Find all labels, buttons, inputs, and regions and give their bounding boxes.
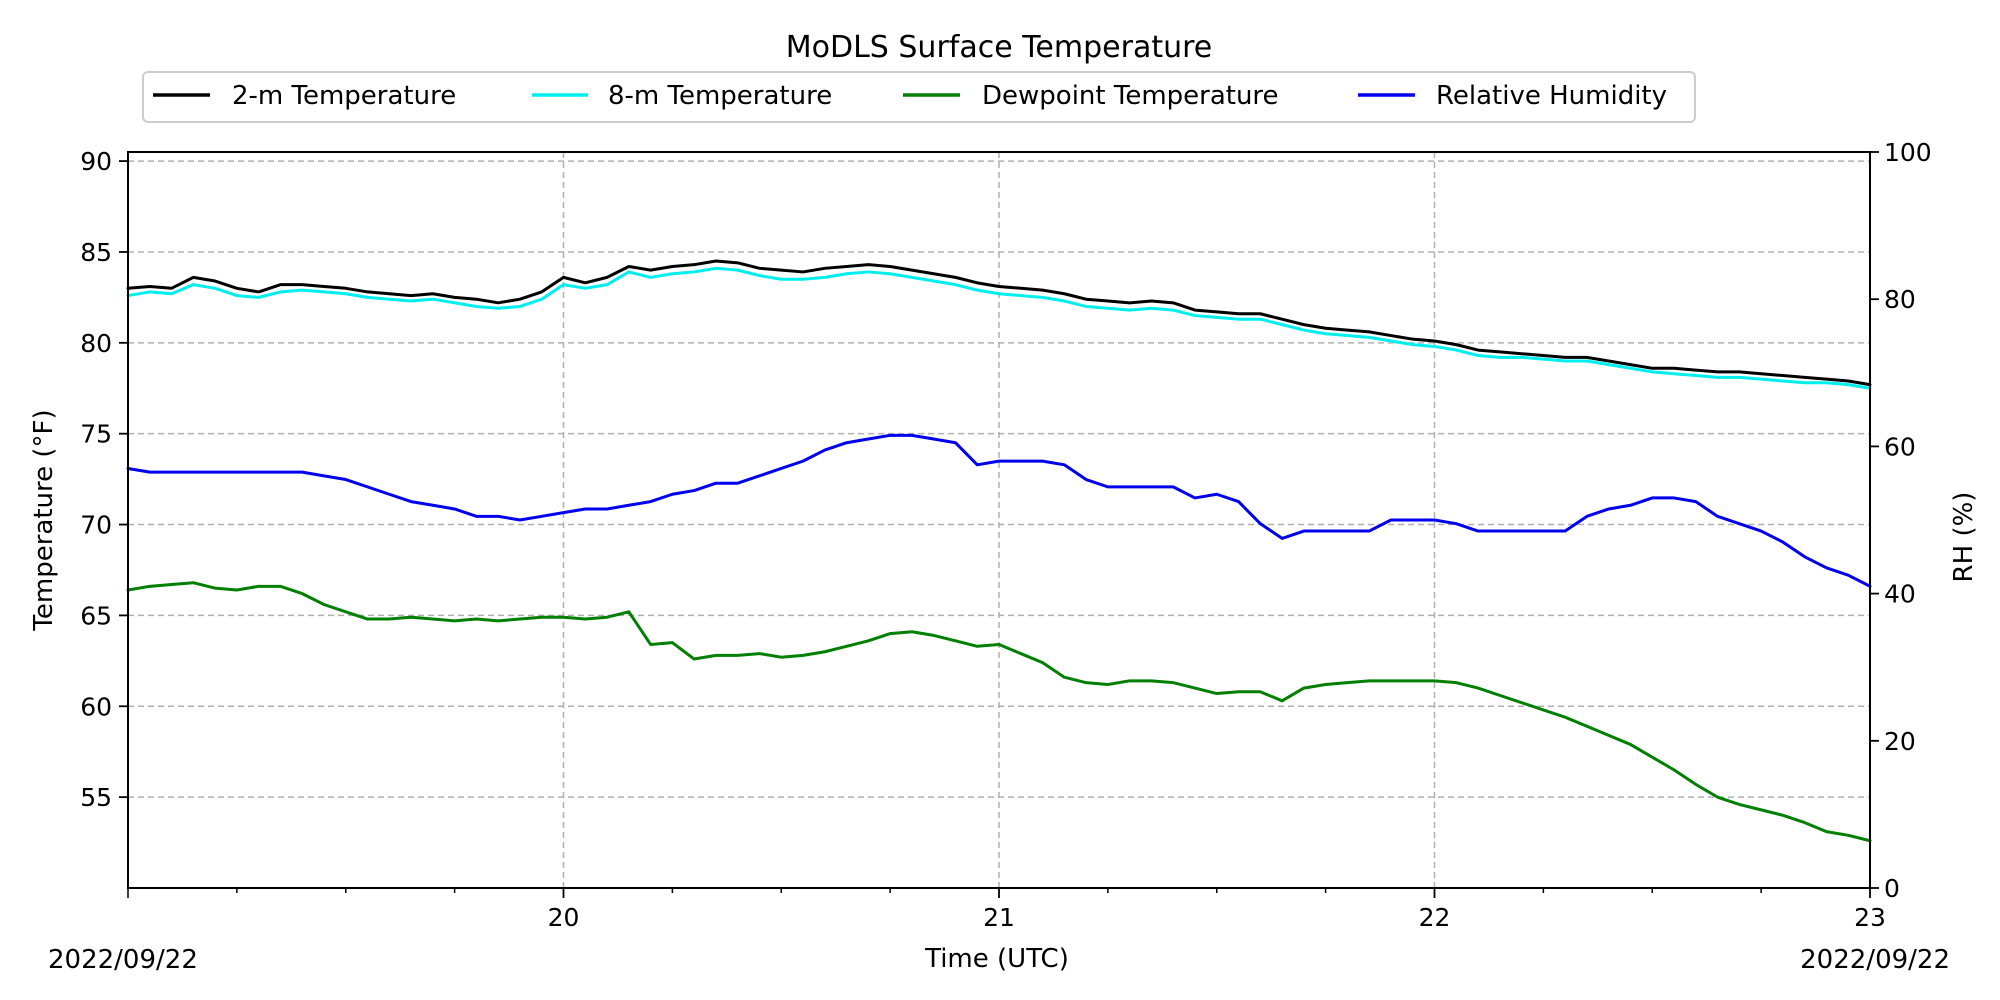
legend-label-8m-temperature: 8-m Temperature — [608, 81, 832, 111]
ticks: 55 60 65 70 75 80 85 90 0 20 40 60 80 100 20 21 22 23 — [80, 138, 1932, 932]
x-tick-label-23: 23 — [1854, 903, 1886, 932]
y2-tick-label-20: 20 — [1884, 727, 1916, 756]
series-line-dewpoint-temperature — [126, 581, 1872, 843]
y2-tick-label-100: 100 — [1884, 138, 1932, 167]
legend-label-2m-temperature: 2-m Temperature — [232, 81, 456, 111]
y2-tick-label-0: 0 — [1884, 874, 1900, 903]
x-tick-label-22: 22 — [1419, 903, 1451, 932]
series-line-8-m-temperature — [126, 266, 1872, 390]
y-tick-label-60: 60 — [80, 692, 112, 721]
y2-axis-label: RH (%) — [1949, 492, 1979, 583]
legend-box — [142, 71, 1696, 123]
y2-tick-label-40: 40 — [1884, 580, 1916, 609]
legend-label-relative-humidity: Relative Humidity — [1436, 81, 1667, 111]
y-tick-label-70: 70 — [80, 511, 112, 540]
y-axis-label: Temperature (°F) — [29, 409, 59, 631]
date-right: 2022/09/22 — [1800, 945, 1950, 975]
y-tick-label-80: 80 — [80, 329, 112, 358]
x-axis-label: Time (UTC) — [924, 944, 1069, 974]
chart-title: MoDLS Surface Temperature — [786, 30, 1213, 65]
x-tick-label-21: 21 — [983, 903, 1015, 932]
y-tick-label-55: 55 — [80, 783, 112, 812]
y-tick-label-85: 85 — [80, 238, 112, 267]
y-tick-label-90: 90 — [80, 147, 112, 176]
legend-label-dewpoint-temperature: Dewpoint Temperature — [982, 81, 1279, 111]
y2-tick-label-80: 80 — [1884, 285, 1916, 314]
y-tick-label-75: 75 — [80, 420, 112, 449]
legend: 2-m Temperature 8-m Temperature Dewpoint… — [142, 71, 1696, 123]
series-lines — [126, 259, 1872, 843]
date-left: 2022/09/22 — [48, 945, 198, 975]
series-line-2-m-temperature — [126, 259, 1872, 387]
y2-tick-label-60: 60 — [1884, 432, 1916, 461]
x-tick-label-20: 20 — [548, 903, 580, 932]
series-line-relative-humidity — [126, 433, 1872, 588]
y-tick-label-65: 65 — [80, 601, 112, 630]
